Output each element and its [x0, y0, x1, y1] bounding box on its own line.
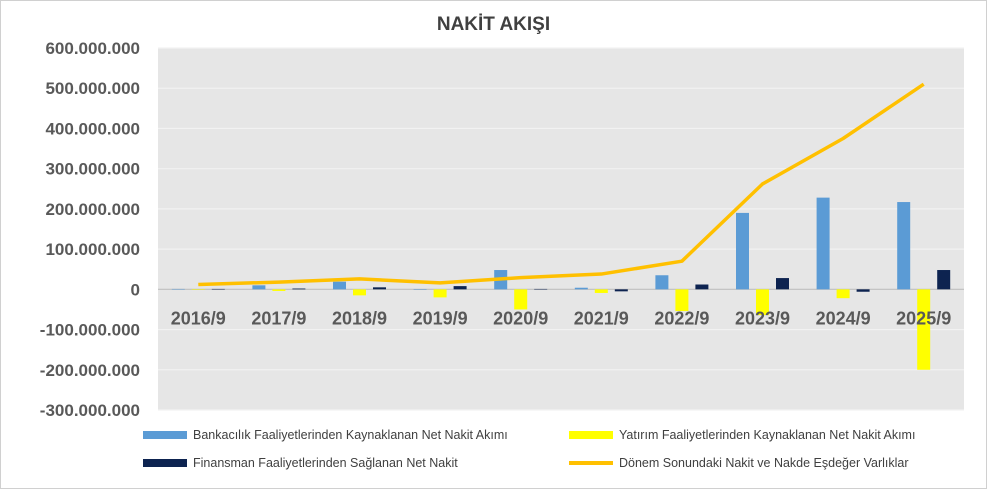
bar-2	[353, 289, 366, 296]
bar-2	[514, 289, 528, 310]
chart-title: NAKİT AKIŞI	[436, 14, 551, 35]
plot-area	[158, 48, 964, 410]
x-tick-label: 2021/9	[574, 308, 629, 328]
bar-2	[272, 289, 286, 291]
cash-line-group	[198, 82, 925, 287]
bar-3	[373, 287, 386, 290]
bar-3	[534, 288, 548, 290]
bar-1	[816, 197, 830, 290]
legend-label-finansman: Finansman Faaliyetlerinden Sağlanan Net …	[193, 456, 458, 470]
y-tick-label: -200.000.000	[40, 361, 140, 380]
bar-2	[675, 289, 689, 312]
x-tick-label: 2016/9	[171, 308, 226, 328]
bar-2	[917, 289, 931, 370]
x-tick-label: 2017/9	[251, 308, 306, 328]
legend-item-bankacilik: Bankacılık Faaliyetlerinden Kaynaklanan …	[143, 428, 508, 442]
bar-3	[453, 286, 467, 290]
bar-2	[756, 289, 769, 316]
bar-1	[574, 287, 588, 290]
legend-item-yatirim: Yatırım Faaliyetlerinden Kaynaklanan Net…	[569, 428, 915, 442]
x-tick-label: 2024/9	[816, 308, 871, 328]
bar-3	[292, 288, 306, 290]
y-tick-label: 300.000.000	[45, 160, 140, 179]
bar-3	[776, 278, 789, 290]
x-tick-label: 2020/9	[493, 308, 548, 328]
x-tick-label: 2018/9	[332, 308, 387, 328]
bar-3	[614, 289, 628, 292]
bar-3	[856, 289, 870, 292]
bar-2	[594, 289, 608, 293]
y-tick-label: 100.000.000	[45, 240, 140, 259]
legend-item-donem: Dönem Sonundaki Nakit ve Nakde Eşdeğer V…	[569, 456, 909, 470]
y-tick-label: 200.000.000	[45, 200, 140, 219]
y-tick-label: 0	[131, 280, 140, 299]
x-axis-tick-labels: 2016/9 2017/9 2018/9 2019/9 2020/9 2021/9 2022…	[171, 308, 951, 328]
x-tick-label: 2025/9	[896, 308, 951, 328]
legend-label-yatirim: Yatırım Faaliyetlerinden Kaynaklanan Net…	[619, 428, 916, 442]
legend-swatch-yatirim	[569, 431, 613, 439]
bar-2	[433, 289, 447, 298]
x-tick-label: 2022/9	[654, 308, 709, 328]
y-tick-label: 500.000.000	[45, 79, 140, 98]
y-tick-label: -100.000.000	[40, 321, 140, 340]
y-axis-tick-labels: 600.000.000 500.000.000 400.000.000 300.000…	[40, 39, 140, 420]
x-tick-label: 2023/9	[735, 308, 790, 328]
legend-label-donem: Dönem Sonundaki Nakit ve Nakde Eşdeğer V…	[619, 456, 909, 470]
gridlines	[158, 47, 964, 411]
legend-swatch-bankacilik	[143, 431, 187, 439]
bar-1	[252, 285, 266, 290]
x-tick-label: 2019/9	[413, 308, 468, 328]
y-tick-label: 600.000.000	[45, 39, 140, 58]
bar-3	[937, 270, 951, 290]
legend-swatch-donem	[569, 461, 613, 465]
cash-line	[198, 82, 925, 287]
bar-1	[897, 202, 911, 290]
bar-1	[171, 288, 185, 290]
bar-2	[836, 289, 850, 299]
legend-label-bankacilik: Bankacılık Faaliyetlerinden Kaynaklanan …	[193, 428, 508, 442]
bar-1	[413, 289, 427, 290]
bar-2	[191, 289, 205, 290]
y-tick-label: -300.000.000	[40, 401, 140, 420]
bar-1	[333, 281, 346, 290]
legend-swatch-finansman	[143, 459, 187, 467]
bar-3	[695, 284, 709, 290]
bar-1	[655, 275, 669, 290]
y-tick-label: 400.000.000	[45, 119, 140, 138]
legend-item-finansman: Finansman Faaliyetlerinden Sağlanan Net …	[143, 456, 458, 470]
bar-3	[211, 288, 225, 290]
bar-1	[736, 212, 749, 290]
